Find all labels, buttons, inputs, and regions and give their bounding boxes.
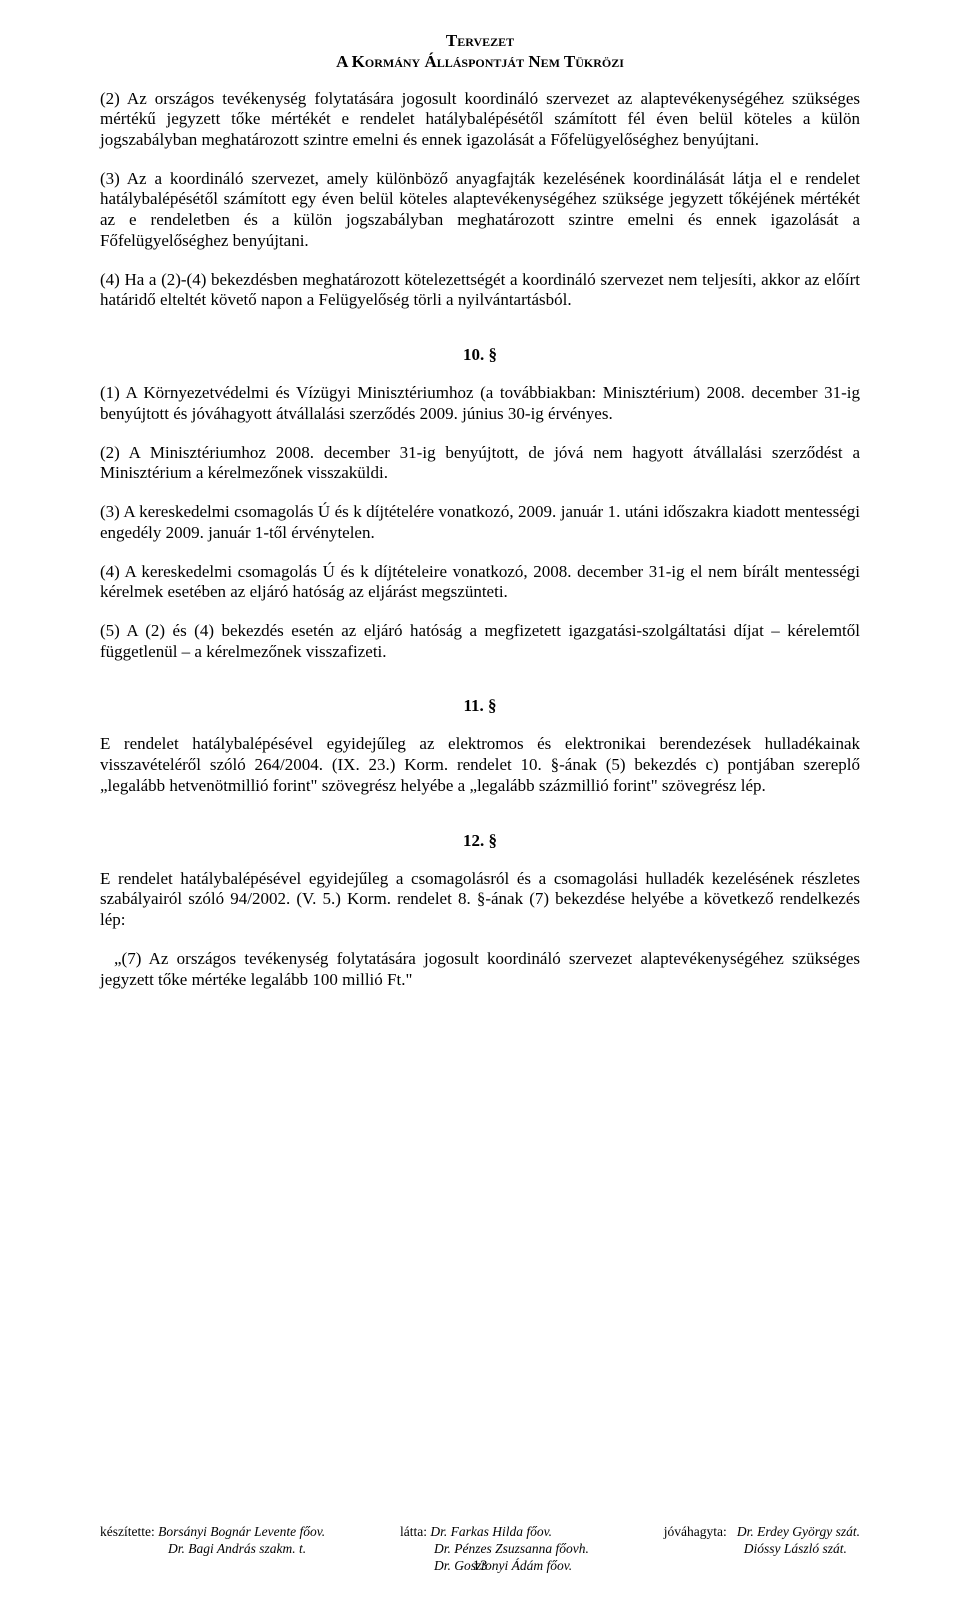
footer-center-line1: Dr. Farkas Hilda főov. <box>430 1524 552 1539</box>
footer-right-label: jóváhagyta: <box>664 1524 730 1539</box>
s10-paragraph-3: (3) A kereskedelmi csomagolás Ú és k díj… <box>100 502 860 543</box>
s12-paragraph-2: „(7) Az országos tevékenység folytatásár… <box>100 949 860 990</box>
section-12-heading: 12. § <box>100 831 860 851</box>
s10-paragraph-4: (4) A kereskedelmi csomagolás Ú és k díj… <box>100 562 860 603</box>
paragraph-4: (4) Ha a (2)-(4) bekezdésben meghatározo… <box>100 270 860 311</box>
paragraph-2: (2) Az országos tevékenység folytatására… <box>100 89 860 151</box>
s10-paragraph-2: (2) A Minisztériumhoz 2008. december 31-… <box>100 443 860 484</box>
document-header: Tervezet A Kormány Álláspontját Nem Tükr… <box>100 30 860 73</box>
footer-left-label: készítette: <box>100 1524 158 1539</box>
footer-left-line2: Dr. Bagi András szakm. t. <box>168 1541 306 1556</box>
section-11-heading: 11. § <box>100 696 860 716</box>
s12-paragraph-1: E rendelet hatálybalépésével egyidejűleg… <box>100 869 860 931</box>
footer-center-line2: Dr. Pénzes Zsuzsanna főovh. <box>434 1541 589 1556</box>
s10-paragraph-1: (1) A Környezetvédelmi és Vízügyi Minisz… <box>100 383 860 424</box>
s11-paragraph-1: E rendelet hatálybalépésével egyidejűleg… <box>100 734 860 796</box>
header-line1: Tervezet <box>100 30 860 51</box>
footer-right-line1: Dr. Erdey György szát. <box>737 1524 860 1539</box>
paragraph-3: (3) Az a koordináló szervezet, amely kül… <box>100 169 860 252</box>
footer-left-line1: Borsányi Bognár Levente főov. <box>158 1524 325 1539</box>
footer-center-label: látta: <box>400 1524 430 1539</box>
section-10-heading: 10. § <box>100 345 860 365</box>
footer-right-line2: Dióssy László szát. <box>744 1541 847 1556</box>
header-line2: A Kormány Álláspontját Nem Tükrözi <box>100 51 860 72</box>
s10-paragraph-5: (5) A (2) és (4) bekezdés esetén az eljá… <box>100 621 860 662</box>
page-number: 13 <box>0 1558 960 1575</box>
